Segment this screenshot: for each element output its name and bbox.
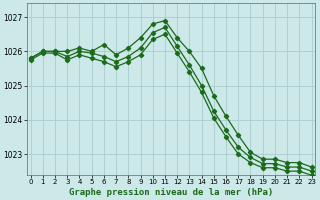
X-axis label: Graphe pression niveau de la mer (hPa): Graphe pression niveau de la mer (hPa) [69,188,273,197]
